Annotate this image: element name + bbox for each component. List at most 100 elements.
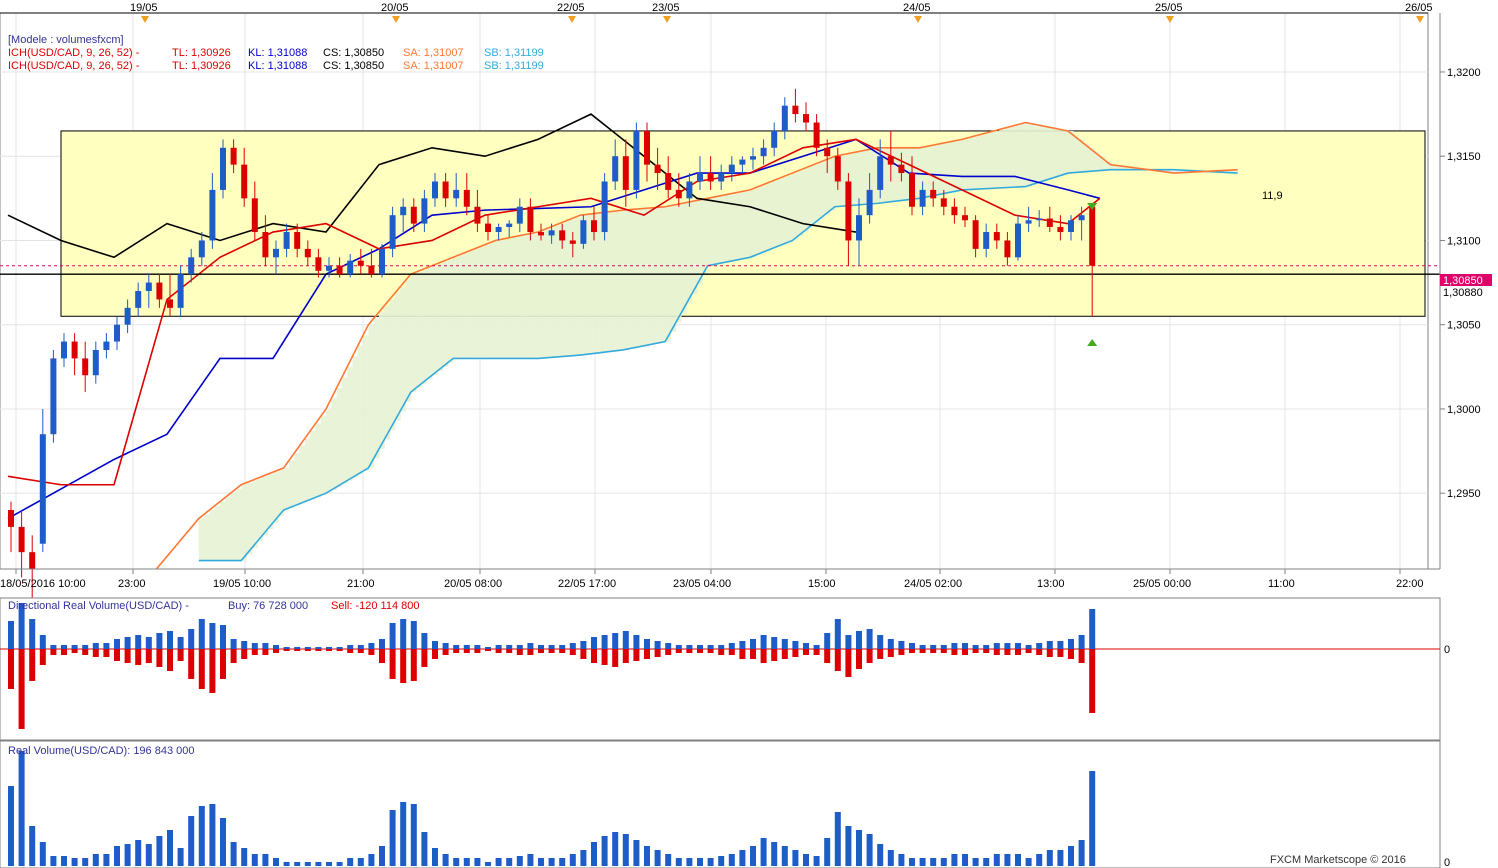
drv-sell-bar-101 bbox=[1078, 649, 1085, 663]
candle-body-22 bbox=[241, 164, 248, 199]
top-date-marker-5 bbox=[1166, 16, 1174, 23]
drv-sell-bar-80 bbox=[856, 649, 862, 669]
candle-53 bbox=[569, 232, 576, 258]
candle-16 bbox=[177, 265, 184, 317]
drv-buy-bar-10 bbox=[114, 639, 120, 649]
drv-sell-bar-62 bbox=[665, 649, 672, 655]
drv-sell-bar-17 bbox=[188, 649, 195, 679]
drv-buy-bar-35 bbox=[379, 639, 385, 649]
drv-buy-bar-22 bbox=[241, 641, 248, 649]
drv-zero: 0 bbox=[1444, 644, 1450, 656]
candle-body-102 bbox=[1089, 206, 1096, 266]
drv-buy-bar-79 bbox=[845, 635, 852, 649]
drv-sell-bar-47 bbox=[506, 649, 513, 653]
rv-bar-34 bbox=[368, 854, 375, 866]
rv-bar-45 bbox=[485, 862, 491, 866]
rv-bar-93 bbox=[993, 854, 1000, 866]
drv-sell-bar-72 bbox=[771, 649, 778, 661]
price-tick-2: 1,3100 bbox=[1447, 235, 1481, 247]
candle-body-99 bbox=[1057, 226, 1064, 233]
drv-buy-bar-7 bbox=[82, 645, 89, 649]
drv-sell-bar-100 bbox=[1068, 649, 1074, 659]
rv-bar-74 bbox=[792, 850, 799, 866]
candle-body-9 bbox=[103, 341, 110, 350]
rv-bar-29 bbox=[315, 862, 322, 866]
rv-zero: 0 bbox=[1444, 857, 1450, 868]
legend-sa: SA: 1,31007 bbox=[403, 47, 464, 59]
candle-6 bbox=[71, 333, 78, 376]
drv-sell-bar-37 bbox=[400, 649, 407, 683]
chikou-line bbox=[7, 113, 857, 259]
drv-buy-bar-15 bbox=[167, 631, 173, 649]
drv-sell-bar-2 bbox=[29, 649, 36, 681]
candle-64 bbox=[686, 173, 693, 207]
drv-sell-bar-11 bbox=[124, 649, 131, 663]
drv-buy-bar-38 bbox=[410, 621, 417, 649]
candle-44 bbox=[474, 189, 481, 233]
candle-body-82 bbox=[877, 156, 884, 190]
drv-sell-bar-57 bbox=[612, 649, 619, 667]
drv-sell-bar-79 bbox=[845, 649, 852, 677]
rv-bar-31 bbox=[336, 862, 343, 866]
legend-kl: KL: 1,31088 bbox=[248, 47, 307, 59]
candle-36 bbox=[389, 206, 396, 258]
legend-cs-2: CS: 1,30850 bbox=[323, 60, 384, 72]
rv-bar-41 bbox=[442, 854, 449, 866]
candle-body-54 bbox=[580, 220, 587, 244]
candle-body-49 bbox=[527, 206, 534, 233]
candle-66 bbox=[707, 156, 714, 190]
candle-5 bbox=[61, 333, 67, 367]
candle-65 bbox=[697, 156, 703, 190]
rv-bar-56 bbox=[601, 836, 608, 866]
rv-bar-42 bbox=[453, 858, 460, 866]
candlesticks bbox=[8, 88, 1096, 612]
drv-sell-bar-1 bbox=[18, 649, 25, 729]
rv-bar-68 bbox=[728, 854, 735, 866]
drv-buy-bar-72 bbox=[771, 637, 778, 649]
candle-10 bbox=[114, 316, 120, 350]
rv-bar-30 bbox=[326, 862, 332, 866]
candle-body-72 bbox=[771, 130, 778, 148]
candle-body-48 bbox=[516, 206, 523, 224]
drv-sell-bar-67 bbox=[718, 649, 725, 655]
candle-body-92 bbox=[983, 232, 990, 249]
drv-buy-bar-39 bbox=[421, 633, 428, 649]
candle-82 bbox=[877, 139, 884, 199]
drv-buy-bar-99 bbox=[1057, 641, 1064, 649]
drv-sell-bar-82 bbox=[877, 649, 884, 659]
candle-80 bbox=[856, 198, 862, 266]
drv-sell-bar-45 bbox=[485, 649, 491, 651]
rv-bar-66 bbox=[707, 858, 714, 866]
drv-sell-bar-63 bbox=[675, 649, 682, 653]
candle-24 bbox=[262, 215, 269, 266]
candle-body-11 bbox=[124, 307, 131, 325]
drv-buy-bar-84 bbox=[898, 641, 905, 649]
support-price-label: 1,30880 bbox=[1443, 287, 1483, 299]
rv-bar-85 bbox=[909, 858, 915, 866]
candle-43 bbox=[463, 173, 470, 216]
rv-bar-96 bbox=[1025, 858, 1032, 866]
drv-buy-bar-53 bbox=[569, 643, 576, 649]
candle-74 bbox=[792, 88, 799, 123]
rv-bar-21 bbox=[230, 842, 237, 866]
drv-sell-bar-95 bbox=[1015, 649, 1021, 655]
drv-buy-bar-66 bbox=[707, 645, 714, 649]
rv-bar-76 bbox=[813, 856, 820, 866]
top-date-2: 22/05 bbox=[557, 2, 585, 14]
rv-bar-10 bbox=[114, 846, 120, 866]
up-arrow-marker bbox=[1087, 339, 1098, 346]
candle-body-47 bbox=[506, 223, 513, 227]
candle-92 bbox=[983, 223, 990, 258]
rv-bar-27 bbox=[294, 862, 301, 866]
top-date-marker-1 bbox=[392, 16, 400, 23]
drv-sell-bar-8 bbox=[92, 649, 99, 657]
drv-buy-bar-67 bbox=[718, 645, 725, 649]
rv-bar-44 bbox=[474, 858, 481, 866]
candle-79 bbox=[845, 173, 852, 266]
rv-bar-60 bbox=[644, 846, 650, 866]
drv-buy-bar-11 bbox=[124, 637, 131, 649]
senkou-span-b-line bbox=[198, 168, 1238, 562]
candle-body-15 bbox=[167, 299, 173, 308]
candle-body-75 bbox=[803, 114, 809, 123]
drv-sell-bar-53 bbox=[569, 649, 576, 655]
